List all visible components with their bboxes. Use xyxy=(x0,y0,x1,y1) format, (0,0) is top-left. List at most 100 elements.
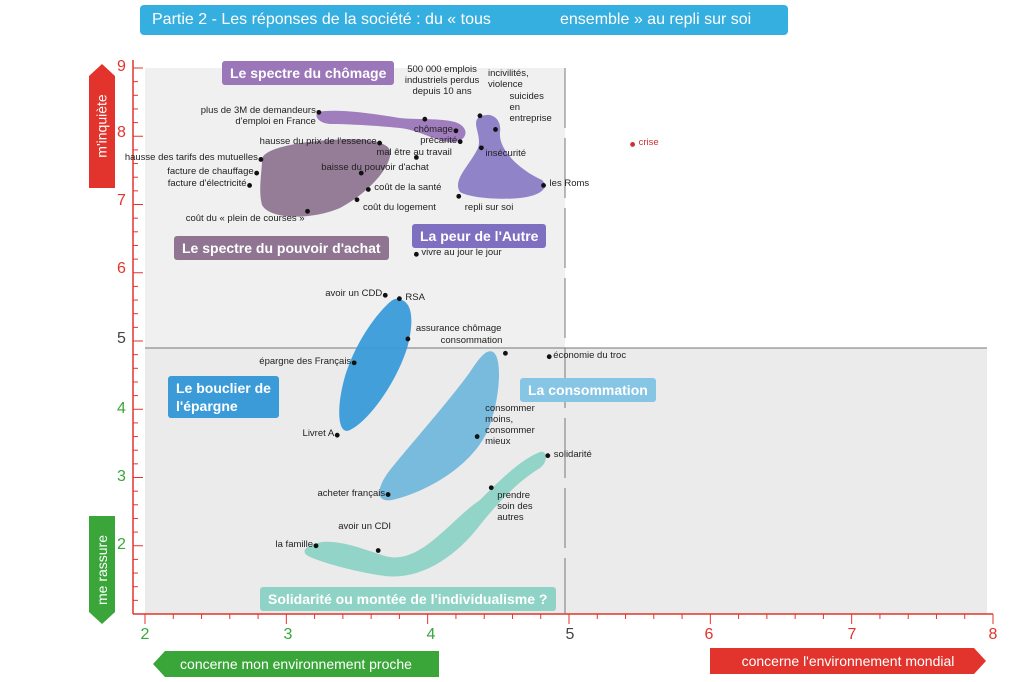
category-label-pouvoir-achat: Le spectre du pouvoir d'achat xyxy=(174,236,389,260)
data-point xyxy=(474,434,480,439)
x-axis-right-arrow: concerne l'environnement mondial xyxy=(710,648,986,674)
data-point xyxy=(375,548,381,553)
y-tick-2: 2 xyxy=(117,536,126,554)
data-point xyxy=(630,142,635,147)
data-point-label: baisse du pouvoir d'achat xyxy=(321,162,429,174)
y-tick-4: 4 xyxy=(117,400,126,418)
blob-pouvoir-achat xyxy=(260,139,391,217)
data-point xyxy=(413,155,419,160)
data-point-label: Livret A xyxy=(302,428,335,440)
data-point-label: épargne des Français xyxy=(259,355,352,367)
data-point-label: facture d'électricité xyxy=(167,178,247,190)
data-point-label: précarité xyxy=(420,134,458,146)
data-point xyxy=(351,360,357,366)
data-point xyxy=(397,296,402,302)
data-point-label: consommation xyxy=(440,335,503,347)
data-point-label: solidarité xyxy=(553,448,592,460)
x-tick-8: 8 xyxy=(988,626,998,643)
data-point xyxy=(334,432,340,438)
data-point-label: insécurité xyxy=(485,147,527,159)
blob-peur-autre xyxy=(457,114,545,199)
data-point xyxy=(541,182,546,188)
data-point-label: avoir un CDI xyxy=(338,520,391,532)
data-point-label: les Roms xyxy=(549,178,590,190)
data-point xyxy=(413,251,419,257)
data-point-label: mal être au travail xyxy=(376,147,452,159)
blob-chomage xyxy=(316,110,466,143)
category-label-consommation: La consommation xyxy=(520,378,656,402)
blob-epargne xyxy=(339,298,412,431)
category-label-peur-autre: La peur de l'Autre xyxy=(412,224,547,248)
x-axis-right-label: concerne l'environnement mondial xyxy=(741,653,955,669)
x-tick-5: 5 xyxy=(565,626,575,643)
data-point xyxy=(305,208,310,214)
blob-consommation xyxy=(379,351,500,501)
data-point xyxy=(503,350,508,356)
data-point xyxy=(313,543,319,549)
category-label-chomage: Le spectre du chômage xyxy=(222,61,395,85)
y-tick-8: 8 xyxy=(117,124,126,142)
data-point-label: RSA xyxy=(405,291,425,303)
title-part-2: ensemble » au repli sur soi xyxy=(560,11,752,28)
data-point-label: coût de la santé xyxy=(374,182,442,194)
data-point xyxy=(382,292,388,298)
data-point xyxy=(457,139,463,145)
data-point xyxy=(254,170,260,176)
y-axis-top-arrow: m'inquiète xyxy=(89,64,115,188)
y-tick-6: 6 xyxy=(117,260,126,278)
data-point-label: incivilités, violence xyxy=(487,67,529,90)
data-point-label: prendre soin des autres xyxy=(497,489,533,523)
data-point xyxy=(422,116,428,122)
blob-solidarite xyxy=(304,451,546,577)
x-tick-4: 4 xyxy=(426,626,436,643)
data-point xyxy=(453,128,459,134)
data-point xyxy=(358,170,364,176)
data-point-label: coût du logement xyxy=(363,201,436,213)
data-point-label: chômage xyxy=(413,123,453,135)
data-point-label: coût du « plein de courses » xyxy=(185,213,305,225)
data-point xyxy=(546,354,552,360)
data-point-label: vivre au jour le jour xyxy=(421,247,502,259)
data-point-label: suicides en entreprise xyxy=(509,91,552,125)
data-point xyxy=(405,336,411,342)
data-point-label: hausse du prix de l'essence xyxy=(259,136,377,148)
data-point xyxy=(456,193,462,199)
x-tick-6: 6 xyxy=(704,626,714,643)
data-point-label: 500 000 emplois industriels perdus depui… xyxy=(404,64,480,98)
data-point xyxy=(365,187,371,192)
data-point xyxy=(545,453,551,459)
data-point-label: hausse des tarifs des mutuelles xyxy=(124,152,258,164)
data-point-label: économie du troc xyxy=(553,349,627,361)
x-axis-left-arrow: concerne mon environnement proche xyxy=(153,651,439,677)
data-point xyxy=(493,127,498,132)
data-point xyxy=(258,157,264,162)
category-label-epargne: Le bouclier de l'épargne xyxy=(168,376,279,418)
data-point-label: consommer moins, consommer mieux xyxy=(485,402,535,447)
title-part-1: Partie 2 - Les réponses de la société : … xyxy=(152,11,491,28)
title-banner: Partie 2 - Les réponses de la société : … xyxy=(140,5,788,35)
x-tick-3: 3 xyxy=(283,626,293,643)
data-point xyxy=(316,109,322,115)
data-point xyxy=(477,113,483,119)
data-point xyxy=(385,492,391,497)
data-point xyxy=(488,485,494,491)
y-tick-5: 5 xyxy=(117,330,126,348)
data-point-label: plus de 3M de demandeurs d'emploi en Fra… xyxy=(200,105,316,128)
y-tick-9: 9 xyxy=(117,58,126,76)
data-point-label: crise xyxy=(638,137,659,149)
x-tick-2: 2 xyxy=(140,626,150,643)
data-point xyxy=(354,197,360,203)
data-point xyxy=(247,182,252,188)
y-tick-7: 7 xyxy=(117,192,126,210)
y-axis-top-label: m'inquiète xyxy=(94,94,111,158)
data-point-label: assurance chômage xyxy=(415,322,502,334)
data-point-label: la famille xyxy=(275,538,314,550)
x-tick-7: 7 xyxy=(847,626,857,643)
data-point xyxy=(478,145,484,151)
data-point-label: facture de chauffage xyxy=(167,166,254,178)
x-axis-left-label: concerne mon environnement proche xyxy=(180,656,412,672)
data-point-label: acheter français xyxy=(317,487,386,499)
data-point-label: repli sur soi xyxy=(464,202,514,214)
y-tick-3: 3 xyxy=(117,468,126,486)
